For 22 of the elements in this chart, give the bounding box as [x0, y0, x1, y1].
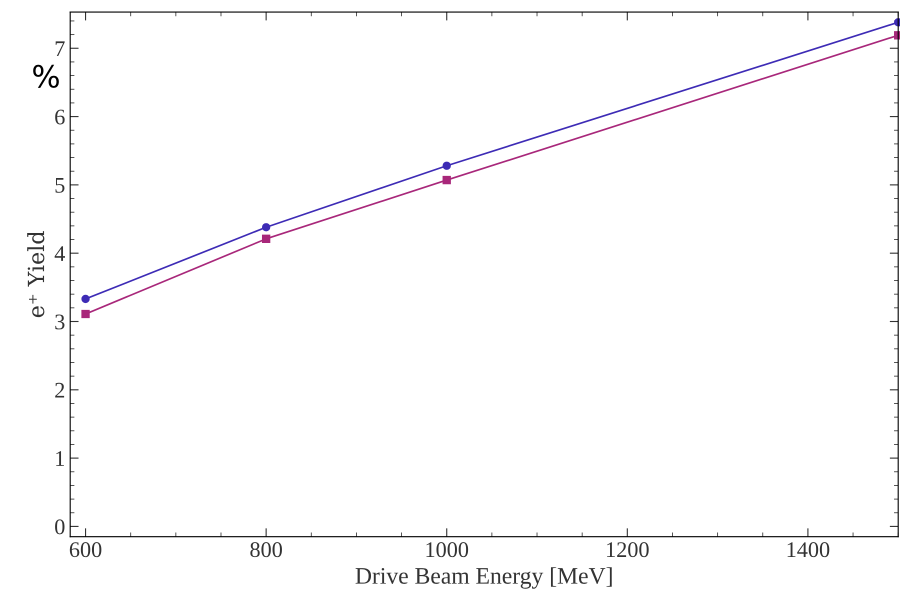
y-tick-label: 7 — [56, 41, 65, 56]
point — [81, 294, 90, 304]
x-axis-title: Drive Beam Energy [MeV] — [356, 567, 612, 589]
y-axis-title: e⁺ Yield — [27, 231, 44, 318]
y-tick-label: 1 — [56, 451, 64, 466]
y-tick-label: 5 — [56, 178, 64, 193]
y-tick-label: 3 — [55, 314, 64, 330]
x-tick-label: 1200 — [607, 542, 649, 558]
x-tick-label: 1000 — [426, 542, 468, 558]
x-tick-label: 600 — [70, 542, 102, 558]
point — [442, 176, 451, 184]
y-tick-label: 0 — [55, 519, 64, 534]
y-tick-label: 2 — [55, 382, 64, 398]
point — [81, 310, 90, 318]
point — [442, 162, 451, 170]
y-tick-label: 6 — [55, 110, 65, 124]
text: % — [33, 64, 59, 88]
point — [262, 234, 270, 244]
y-tick-label: 4 — [54, 246, 65, 261]
x-tick-label: 1400 — [788, 542, 830, 558]
point — [262, 223, 270, 232]
x-tick-label: 800 — [250, 542, 282, 558]
